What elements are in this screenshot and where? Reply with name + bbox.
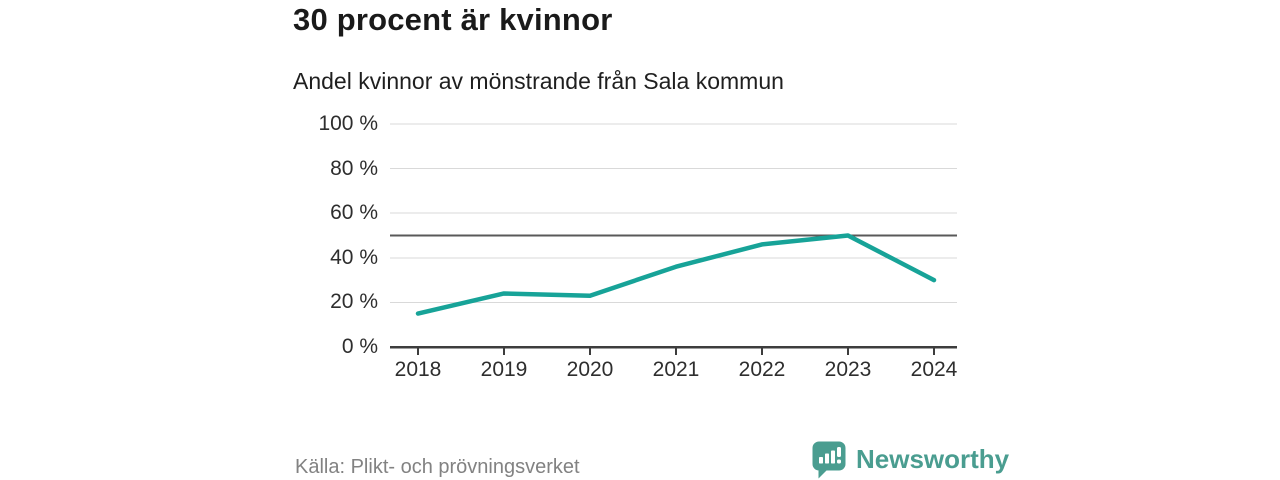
chart-subtitle: Andel kvinnor av mönstrande från Sala ko… bbox=[293, 68, 784, 94]
chart-title: 30 procent är kvinnor bbox=[293, 2, 613, 37]
line-chart-plot bbox=[390, 123, 957, 355]
x-axis-label: 2023 bbox=[824, 358, 872, 381]
x-axis-label: 2021 bbox=[652, 358, 700, 381]
x-axis-label: 2024 bbox=[910, 358, 958, 381]
x-axis-label: 2019 bbox=[480, 358, 528, 381]
y-axis-label: 0 % bbox=[341, 335, 378, 358]
y-axis-label: 80 % bbox=[330, 156, 378, 180]
speech-bubble-bar-chart-icon bbox=[812, 441, 846, 479]
brand-name: Newsworthy bbox=[856, 444, 1010, 474]
y-axis-label: 40 % bbox=[330, 245, 378, 269]
y-axis: 0 % 20 % 40 % 60 % 80 % 100 % bbox=[250, 112, 378, 358]
y-axis-label: 100 % bbox=[318, 112, 378, 135]
series-line bbox=[415, 233, 937, 316]
newsworthy-logo: Newsworthy bbox=[812, 441, 1009, 479]
source-note: Källa: Plikt- och prövningsverket bbox=[295, 456, 580, 478]
x-axis-label: 2022 bbox=[738, 358, 786, 381]
y-axis-label: 60 % bbox=[330, 201, 378, 225]
y-axis-label: 20 % bbox=[330, 290, 378, 314]
x-axis-label: 2018 bbox=[394, 358, 442, 381]
x-axis: 2018 2019 2020 2021 2022 2023 2024 bbox=[390, 358, 958, 386]
x-axis-label: 2020 bbox=[566, 358, 614, 381]
